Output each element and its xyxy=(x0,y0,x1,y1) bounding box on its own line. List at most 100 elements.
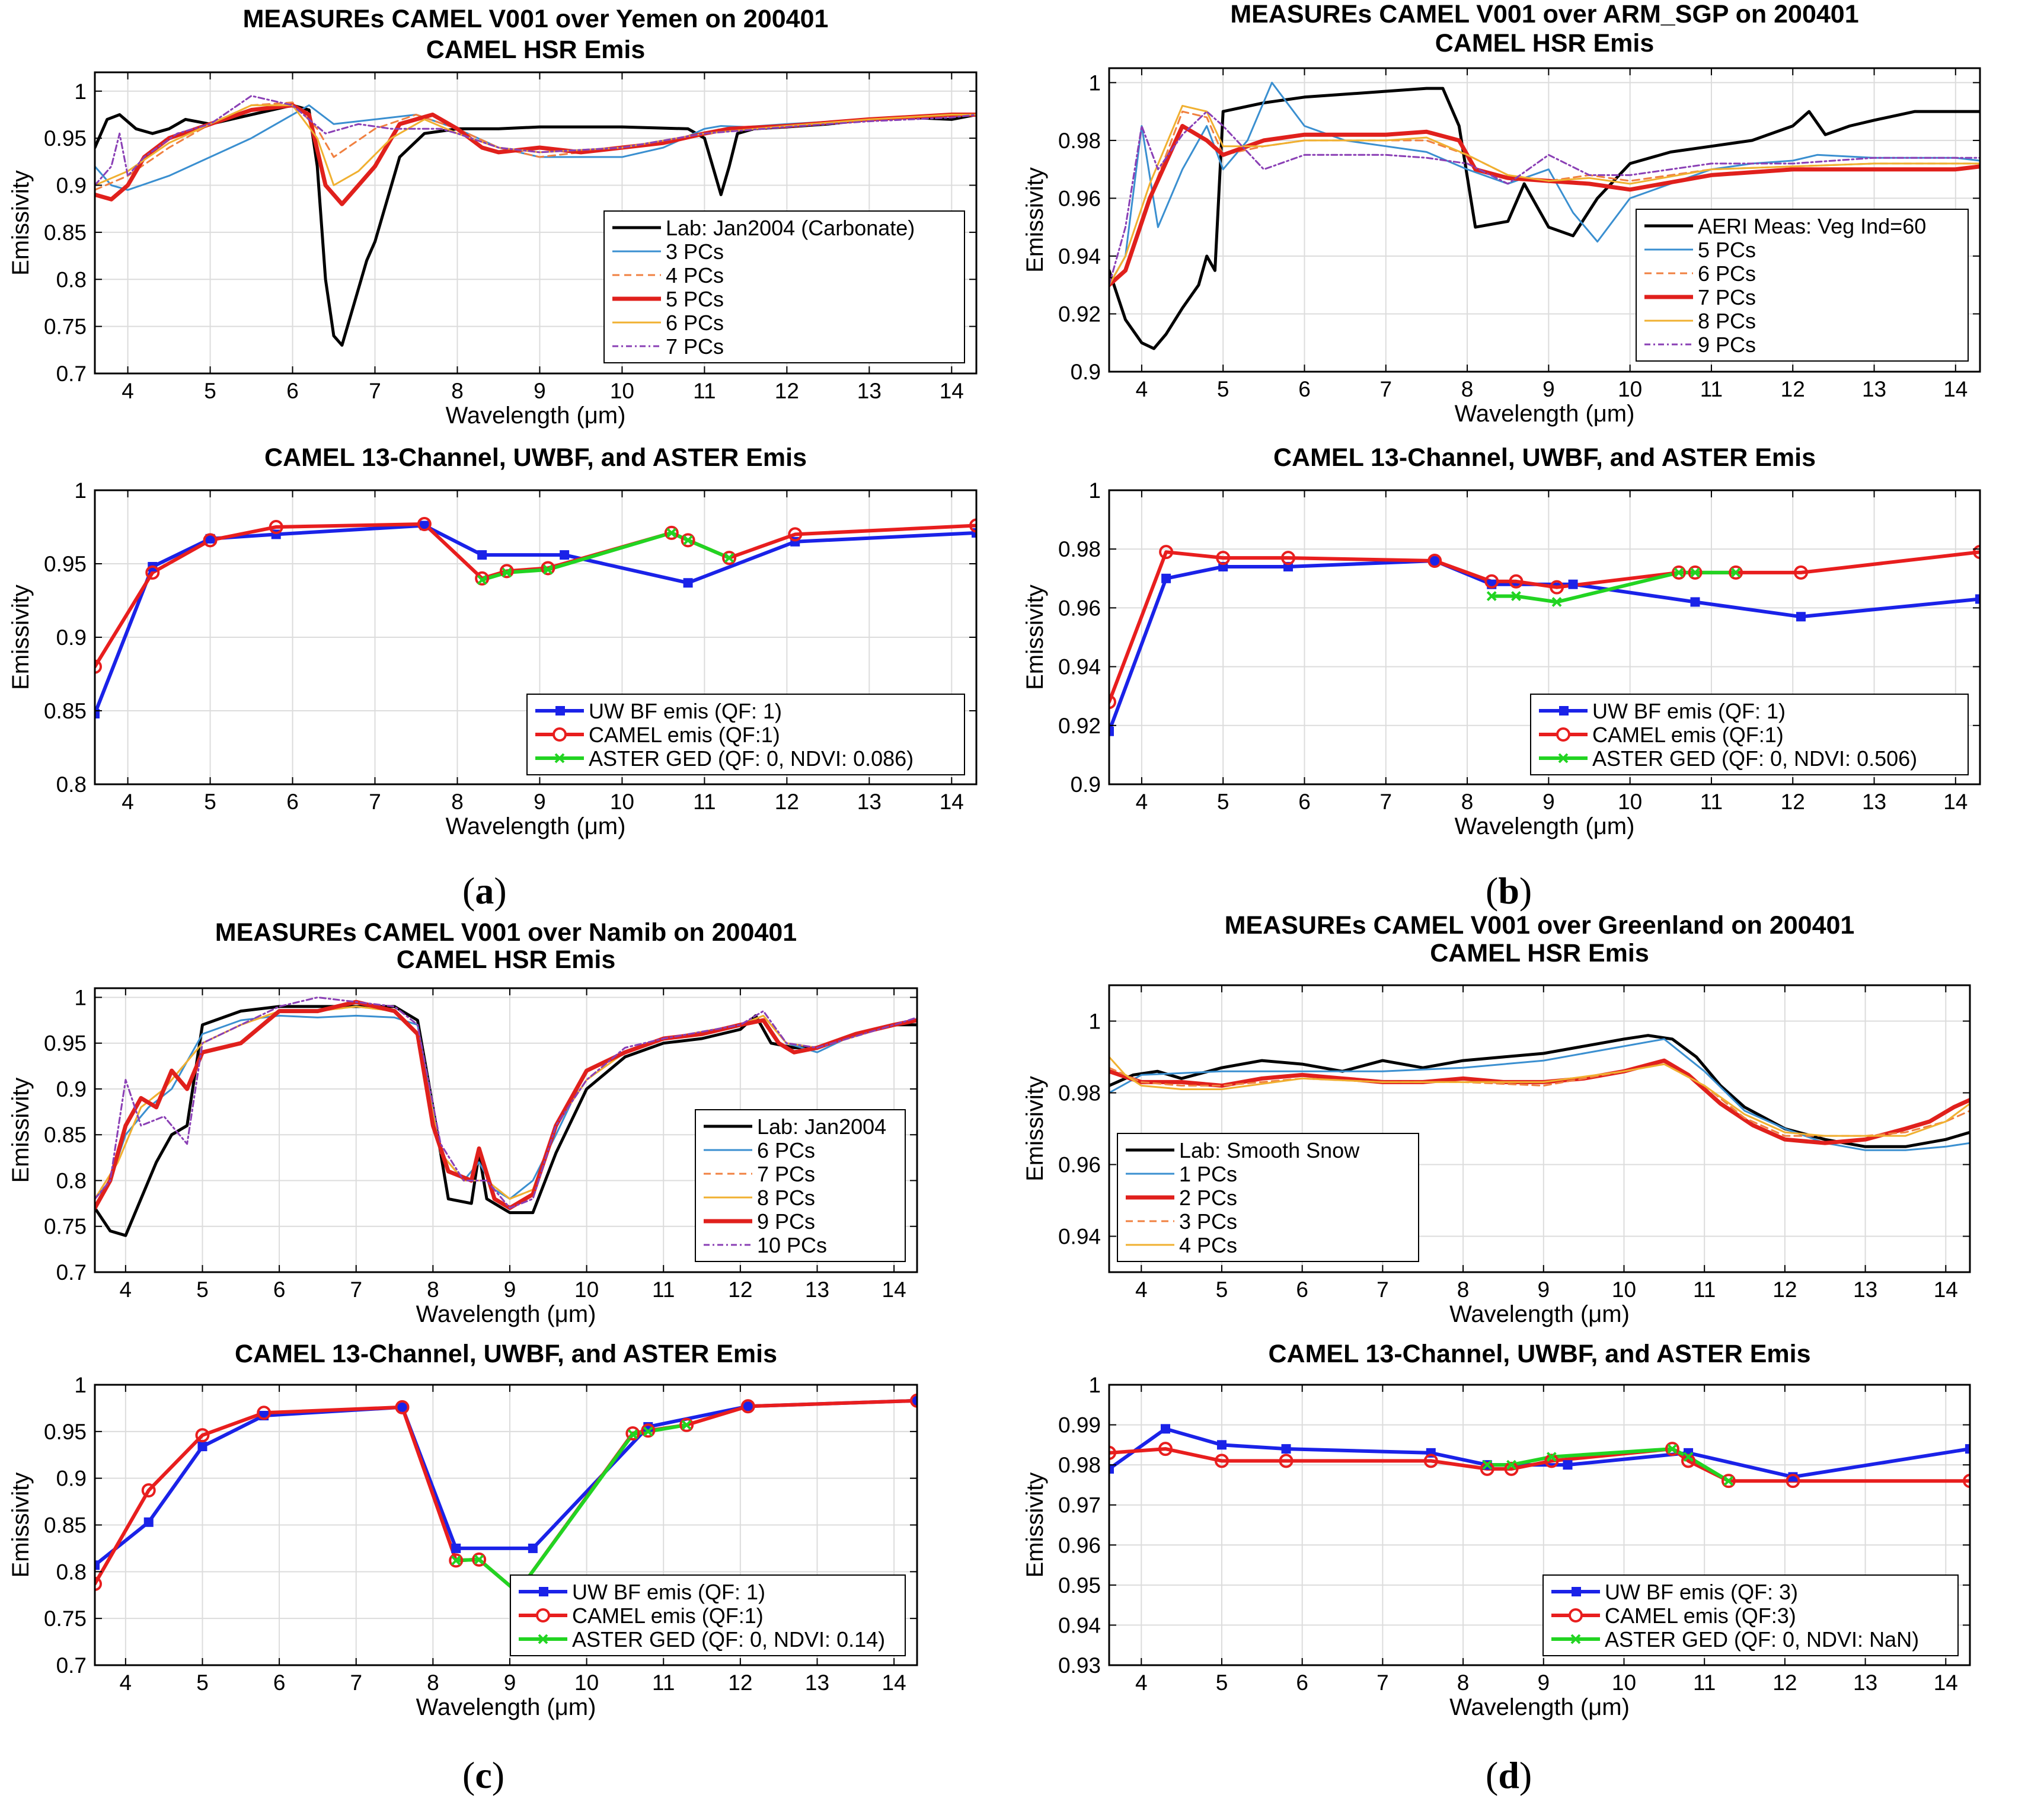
y-tick-label: 0.8 xyxy=(56,772,87,797)
legend-label: 9 PCs xyxy=(757,1209,815,1234)
x-tick-label: 6 xyxy=(286,379,299,403)
x-axis-label: Wavelength (μm) xyxy=(416,1301,596,1327)
data-point-circle xyxy=(1504,1461,1519,1476)
data-point-circle xyxy=(472,1552,487,1567)
chart-title: MEASUREs CAMEL V001 over ARM_SGP on 2004… xyxy=(1230,0,1858,28)
x-tick-label: 4 xyxy=(1135,1671,1148,1695)
x-tick-label: 12 xyxy=(775,790,799,814)
data-point-circle xyxy=(1786,1474,1800,1489)
chart-d_ch: CAMEL 13-Channel, UWBF, and ASTER Emis 4 5… xyxy=(1022,1340,1971,1720)
y-tick-label: 1 xyxy=(1088,71,1101,95)
data-point-square xyxy=(912,1395,917,1406)
data-point-circle xyxy=(203,533,218,548)
x-tick-label: 9 xyxy=(534,379,546,403)
data-point-square xyxy=(1281,1444,1291,1454)
y-tick-label: 1 xyxy=(1088,1010,1101,1034)
chart-subtitle: CAMEL HSR Emis xyxy=(426,36,646,64)
chart-title: MEASUREs CAMEL V001 over Yemen on 200401 xyxy=(243,5,829,33)
legend-label: 7 PCs xyxy=(666,334,724,359)
data-point-circle xyxy=(664,525,679,540)
x-tick-label: 5 xyxy=(1216,1671,1228,1695)
data-point-circle xyxy=(449,1553,464,1568)
x-axis-label: Wavelength (μm) xyxy=(1455,813,1635,839)
legend-marker-x xyxy=(1558,753,1569,764)
x-tick-label: 6 xyxy=(273,1277,286,1302)
x-tick-label: 11 xyxy=(1700,790,1723,814)
x-tick-label: 12 xyxy=(1772,1671,1797,1695)
y-tick-label: 0.7 xyxy=(56,362,87,386)
x-tick-label: 10 xyxy=(574,1671,599,1695)
axes-box xyxy=(94,71,978,375)
series-line-lab xyxy=(1109,1034,1970,1148)
x-axis-label: Wavelength (μm) xyxy=(446,813,626,839)
data-point-circle xyxy=(195,1428,210,1443)
y-tick-label: 0.98 xyxy=(1058,537,1101,561)
data-point-square xyxy=(477,550,487,560)
legend-marker-x xyxy=(1570,1634,1581,1644)
y-tick-label: 0.7 xyxy=(56,1653,87,1678)
data-point-square xyxy=(197,1442,207,1452)
data-point-circle xyxy=(641,1423,656,1438)
x-tick-label: 14 xyxy=(940,790,964,814)
legend-label: 4 PCs xyxy=(666,263,724,288)
x-tick-label: 6 xyxy=(286,790,299,814)
x-tick-label: 4 xyxy=(1136,790,1148,814)
legend-marker-square xyxy=(555,706,565,716)
y-tick-label: 0.92 xyxy=(1058,302,1101,326)
legend-box xyxy=(603,210,965,363)
data-point-x xyxy=(627,1429,638,1439)
legend-marker-x xyxy=(554,753,565,764)
legend-label: CAMEL emis (QF:3) xyxy=(1605,1604,1796,1628)
x-tick-label: 5 xyxy=(1217,790,1229,814)
x-tick-label: 9 xyxy=(1537,1277,1550,1302)
x-tick-label: 9 xyxy=(534,790,546,814)
data-point-square xyxy=(743,1401,753,1411)
y-tick-label: 0.75 xyxy=(44,1215,87,1239)
data-point-x xyxy=(451,1555,461,1566)
data-point-circle xyxy=(541,561,555,576)
x-tick-label: 13 xyxy=(1862,377,1886,401)
x-tick-label: 10 xyxy=(1618,790,1642,814)
x-tick-label: 4 xyxy=(120,1671,132,1695)
plot-area xyxy=(95,95,976,347)
chart-c_ch: CAMEL 13-Channel, UWBF, and ASTER Emis 4 5… xyxy=(8,1340,918,1720)
data-point-x xyxy=(1673,567,1684,578)
data-point-square xyxy=(1796,612,1806,622)
x-tick-label: 7 xyxy=(1376,1277,1389,1302)
y-axis-label: Emissivity xyxy=(8,584,34,690)
series-line-pc_red xyxy=(1109,1058,1970,1145)
series-line-pc_yellow xyxy=(1109,1056,1970,1137)
plot-area xyxy=(1109,81,1980,350)
x-tick-label: 11 xyxy=(652,1277,675,1302)
legend-label: 5 PCs xyxy=(666,287,724,311)
y-axis-label: Emissivity xyxy=(8,170,34,276)
data-point-x xyxy=(502,567,512,578)
data-point-circle xyxy=(257,1406,272,1420)
x-tick-label: 8 xyxy=(427,1277,439,1302)
legend: UW BF emis (QF: 1)CAMEL emis (QF:1)ASTER… xyxy=(526,694,965,775)
caption-b-letter: b xyxy=(1498,870,1519,912)
data-point-x xyxy=(1667,1443,1678,1454)
y-axis-label: Emissivity xyxy=(1022,1076,1048,1181)
plot-area xyxy=(95,1393,917,1600)
legend-label: 7 PCs xyxy=(1698,285,1756,309)
legend-label: UW BF emis (QF: 3) xyxy=(1605,1580,1798,1604)
legend-label: 3 PCs xyxy=(1179,1209,1237,1234)
data-point-x xyxy=(666,528,677,538)
data-point-x xyxy=(1546,1452,1557,1462)
x-tick-label: 7 xyxy=(369,379,381,403)
x-tick-label: 13 xyxy=(857,379,882,403)
x-tick-label: 12 xyxy=(728,1277,752,1302)
x-tick-label: 10 xyxy=(1612,1671,1636,1695)
x-tick-label: 13 xyxy=(1862,790,1886,814)
caption-d-letter: d xyxy=(1498,1754,1519,1796)
data-point-x xyxy=(1551,597,1562,607)
data-point-x xyxy=(477,574,487,585)
legend-box xyxy=(1542,1574,1959,1656)
legend-box xyxy=(526,694,965,775)
chart-c_hsr: MEASUREs CAMEL V001 over Namib on 200401… xyxy=(8,918,918,1327)
y-tick-label: 0.9 xyxy=(1071,360,1101,384)
x-tick-label: 13 xyxy=(805,1671,829,1695)
y-tick-label: 0.97 xyxy=(1058,1493,1101,1518)
